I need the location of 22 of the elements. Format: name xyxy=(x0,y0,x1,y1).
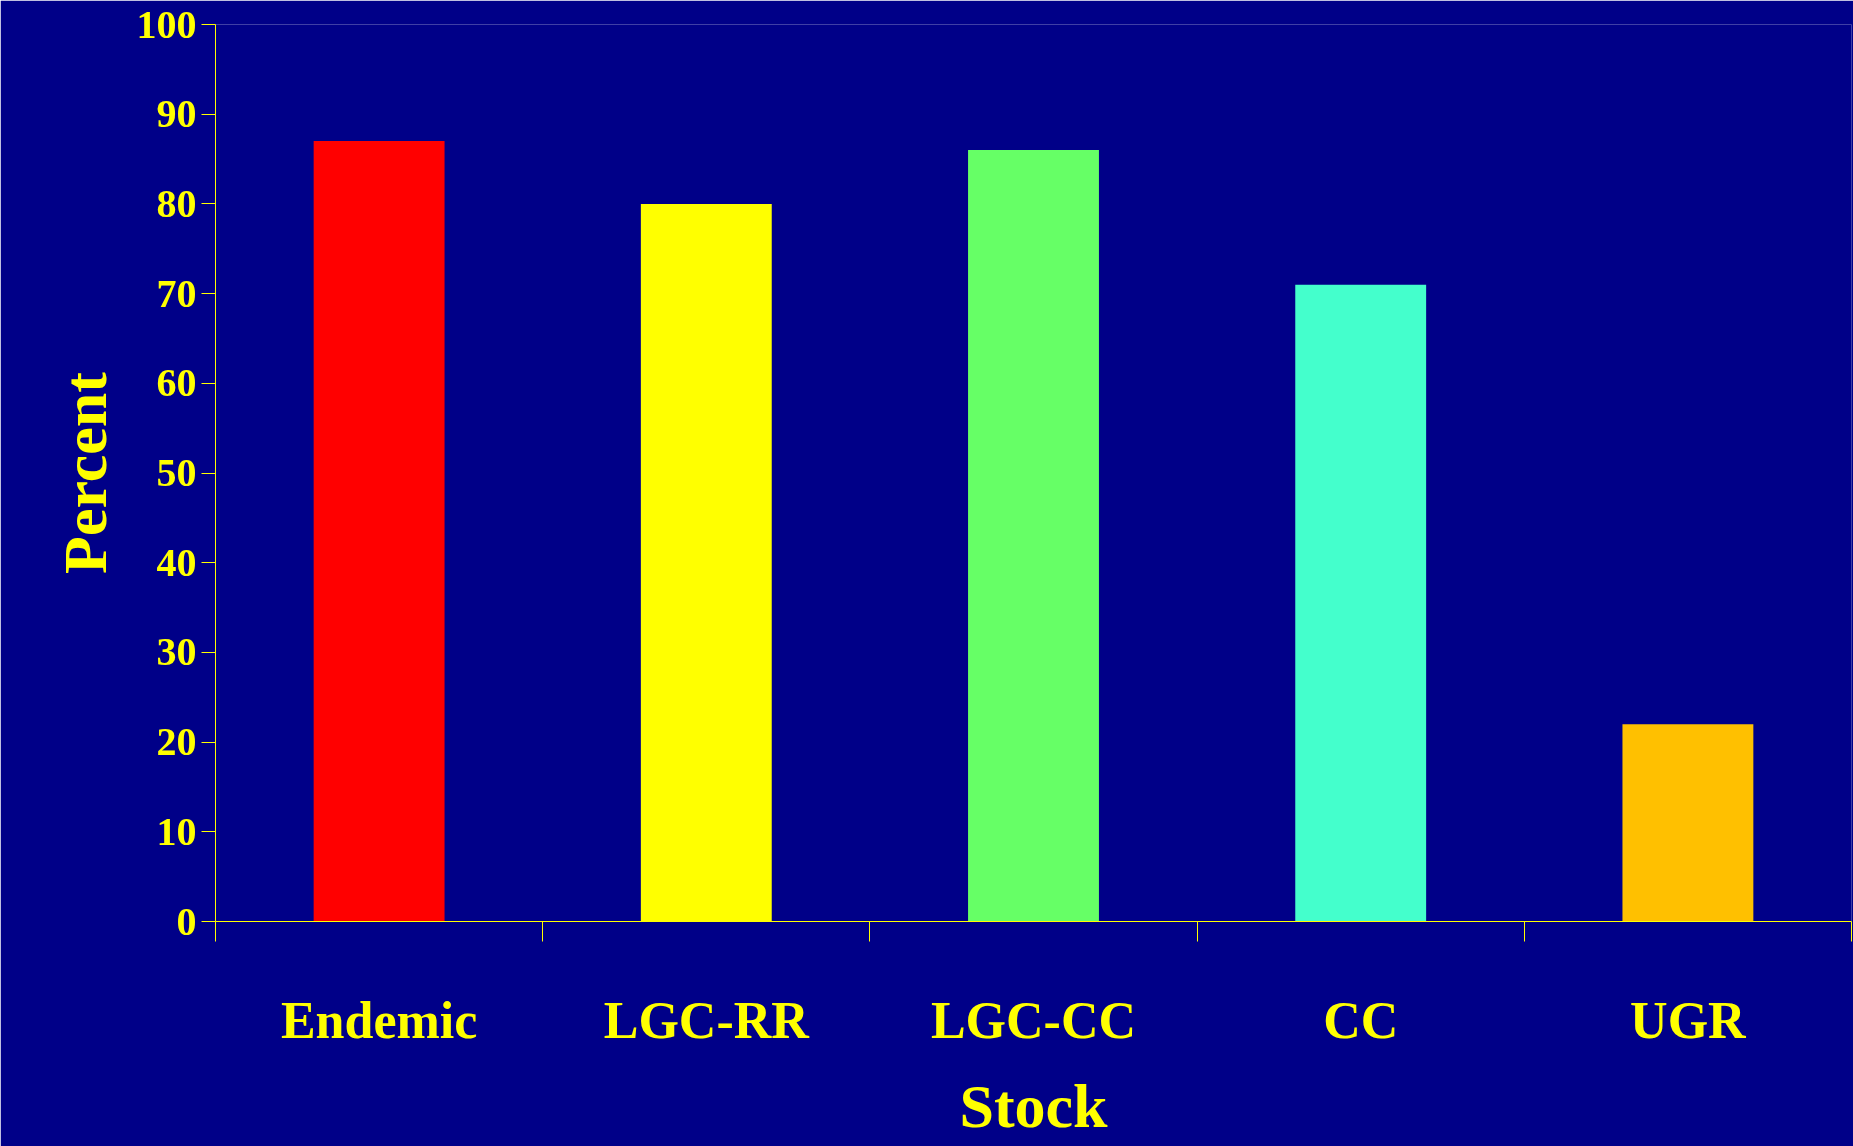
x-tick-label: CC xyxy=(1323,991,1399,1049)
y-tick-label: 60 xyxy=(156,360,197,406)
bar xyxy=(1295,284,1427,922)
x-axis-title: Stock xyxy=(959,1071,1109,1140)
y-tick-label: 80 xyxy=(156,180,197,226)
y-tick-label: 0 xyxy=(176,898,197,944)
bar xyxy=(313,141,445,922)
x-tick-label: LGC-CC xyxy=(930,991,1137,1049)
x-tick-label: UGR xyxy=(1630,991,1748,1049)
bar xyxy=(968,150,1099,922)
y-tick-label: 10 xyxy=(156,808,197,854)
x-tick-label: LGC-RR xyxy=(603,991,811,1049)
y-axis-title: Percent xyxy=(50,371,119,574)
y-tick-label: 20 xyxy=(156,719,197,765)
y-tick-label: 100 xyxy=(136,1,197,47)
y-tick-label: 70 xyxy=(156,270,197,316)
y-tick-label: 50 xyxy=(156,450,197,495)
x-tick-label: Endemic xyxy=(280,991,478,1049)
y-tick-label: 40 xyxy=(156,539,197,585)
y-tick-label: 90 xyxy=(156,91,197,137)
y-tick-label: 30 xyxy=(156,629,197,675)
bar xyxy=(1622,724,1754,922)
